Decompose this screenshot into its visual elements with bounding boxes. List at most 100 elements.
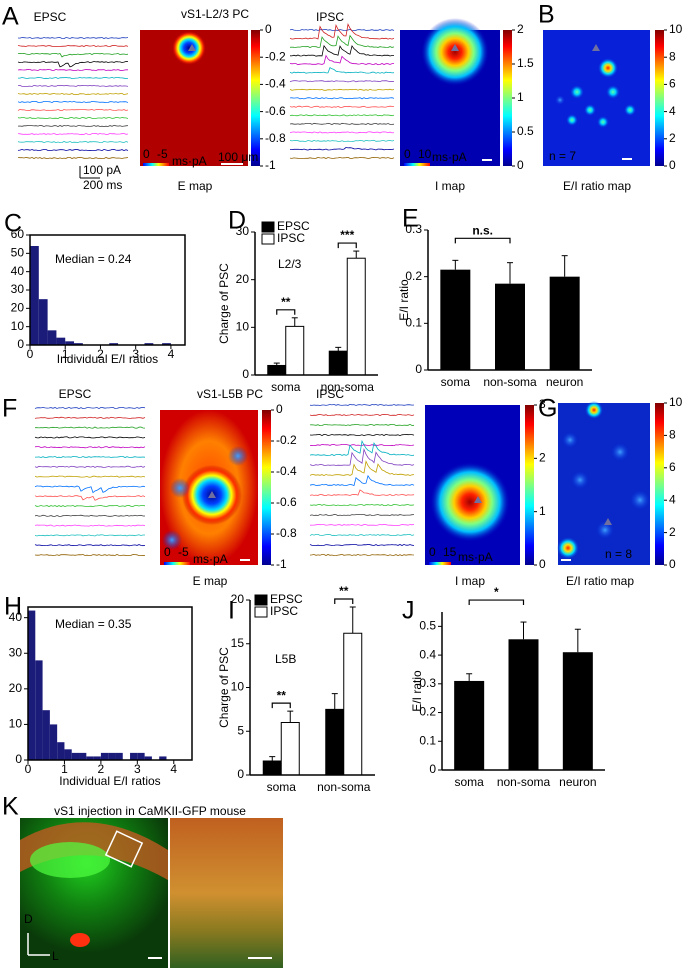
trace (17, 44, 129, 48)
x-tick-label: soma (271, 380, 301, 394)
histogram-bar (130, 752, 138, 760)
scale-strip (429, 562, 451, 565)
bar (549, 276, 580, 370)
panel-letter: D (228, 207, 246, 235)
histogram-bar (38, 299, 48, 345)
scale-strip (404, 163, 430, 166)
x-tick-label: non-soma (497, 775, 551, 789)
soma-marker (592, 44, 600, 51)
trace (309, 489, 415, 497)
map-unit: 100 μm (218, 150, 258, 164)
trace (34, 554, 146, 557)
significance-label: * (494, 585, 499, 599)
trace (17, 124, 129, 128)
histogram-bar (42, 710, 50, 760)
colorbar-label: -1 (265, 158, 276, 172)
soma-marker (604, 518, 612, 525)
micrograph-region (70, 933, 90, 947)
colorbar-label: -1 (276, 557, 287, 571)
map-unit: ms·pA (193, 552, 228, 566)
y-tick-label: 0.2 (405, 269, 422, 283)
trace (289, 34, 395, 48)
y-tick-label: 30 (9, 645, 23, 659)
colorbar-label: -0.6 (265, 104, 286, 118)
map-range: 0 (164, 545, 171, 559)
map-label: E map (193, 574, 228, 588)
legend-swatch (261, 221, 275, 233)
legend-swatch (254, 594, 268, 606)
trace (34, 495, 146, 501)
colorbar-label: 0.5 (517, 124, 534, 138)
axis-arrow-label: L (52, 949, 59, 963)
histogram-bar (86, 756, 94, 760)
y-tick-label: 0.4 (419, 647, 436, 661)
colorbar-label: -0.6 (276, 495, 297, 509)
heatmap-spot (172, 31, 206, 65)
map-label: I map (435, 179, 465, 193)
trace (34, 465, 146, 468)
histogram-bar (56, 337, 66, 345)
trace (34, 514, 145, 517)
map-unit: ms·pA (458, 550, 493, 564)
trace (309, 433, 415, 437)
significance-bracket (271, 702, 291, 709)
trace (309, 413, 415, 417)
trace (309, 553, 415, 557)
trace (309, 443, 415, 447)
y-tick-label: 0.1 (419, 733, 436, 747)
trace (17, 116, 129, 120)
trace (34, 406, 146, 410)
colorbar-label: 0 (669, 557, 676, 571)
colorbar-label: 10 (669, 22, 683, 36)
colorbar-label: 2 (669, 525, 676, 539)
trace (309, 523, 415, 527)
colorbar-label: 0 (669, 158, 676, 172)
trace (289, 54, 394, 66)
trace (289, 28, 395, 32)
soma-marker (208, 491, 216, 498)
histogram-bar (30, 246, 39, 345)
colorbar-label: -0.2 (265, 49, 286, 63)
significance-label: *** (340, 228, 354, 242)
histogram-bar (47, 330, 57, 345)
annotation: Median = 0.24 (55, 252, 132, 266)
trace (289, 114, 395, 117)
trace (17, 100, 129, 104)
trace (17, 37, 129, 40)
significance-bracket (337, 242, 357, 249)
colorbar-label: -0.8 (265, 131, 286, 145)
histogram-bar (65, 341, 75, 345)
y-tick-label: 0.3 (405, 222, 422, 236)
trace (309, 460, 415, 477)
colorbar-label: 0 (517, 158, 524, 172)
y-tick-label: 20 (236, 272, 250, 286)
x-tick-label: 3 (134, 762, 141, 776)
bar (267, 364, 287, 376)
colorbar-label: 1 (517, 90, 524, 104)
trace (289, 44, 394, 57)
trace (17, 68, 128, 72)
significance-bracket (468, 599, 525, 606)
trace (289, 97, 395, 100)
heatmap-spot (570, 85, 584, 99)
heatmap-spot (566, 114, 578, 126)
y-tick-label: 10 (231, 680, 245, 694)
histogram-bar (74, 343, 83, 345)
bar (562, 652, 593, 770)
colorbar-label: 2 (669, 131, 676, 145)
y-tick-label: 20 (9, 681, 23, 695)
y-axis-label: E/I ratio (397, 279, 411, 321)
bar (343, 632, 363, 776)
bar (262, 760, 282, 776)
map-label: E/I ratio map (566, 574, 634, 588)
heatmap-spot (596, 521, 614, 539)
map-unit: ms·pA (432, 150, 467, 164)
x-tick-label: 2 (98, 762, 105, 776)
histogram-bar (64, 749, 72, 760)
trace (34, 416, 146, 419)
trace (34, 544, 146, 547)
y-tick-label: 0 (242, 367, 249, 381)
map-range: -5 (178, 545, 189, 559)
heatmap-spot (555, 95, 565, 105)
